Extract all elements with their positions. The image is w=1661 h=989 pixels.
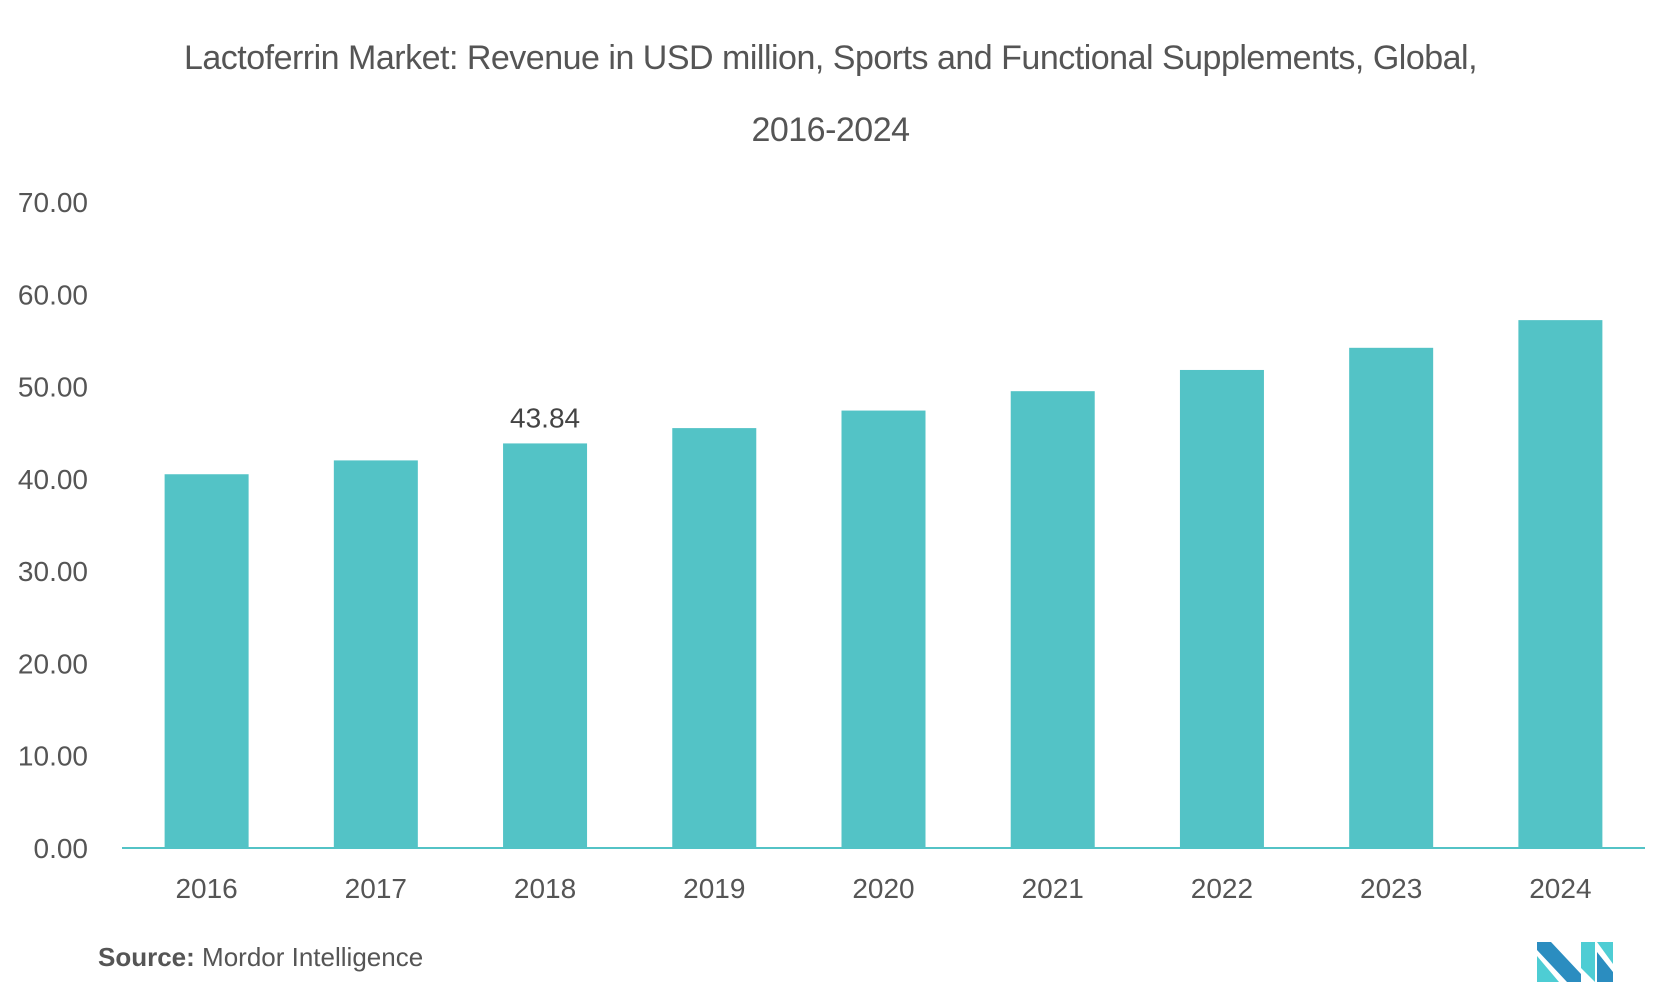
bar-2016 (164, 474, 249, 848)
source-text: Mordor Intelligence (202, 942, 424, 972)
y-tick-label: 10.00 (18, 741, 88, 772)
bar-2017 (333, 460, 418, 848)
y-tick-label: 70.00 (18, 187, 88, 218)
bar-2024 (1518, 320, 1603, 848)
bar-2018 (503, 443, 588, 848)
mordor-intelligence-logo-icon (1537, 942, 1613, 982)
source-label: Source: (98, 942, 195, 972)
x-tick-label: 2019 (683, 873, 745, 904)
x-tick-label: 2017 (345, 873, 407, 904)
chart-title-line-1: Lactoferrin Market: Revenue in USD milli… (183, 39, 1478, 77)
data-label: 43.84 (510, 402, 580, 433)
x-tick-label: 2020 (852, 873, 914, 904)
x-tick-label: 2018 (514, 873, 576, 904)
y-tick-label: 60.00 (18, 279, 88, 310)
y-tick-label: 30.00 (18, 556, 88, 587)
bar-2020 (841, 410, 926, 848)
x-tick-label: 2016 (175, 873, 237, 904)
y-tick-label: 40.00 (18, 464, 88, 495)
bar-2021 (1010, 391, 1095, 848)
bar-2022 (1179, 369, 1264, 848)
y-tick-label: 20.00 (18, 648, 88, 679)
y-tick-label: 50.00 (18, 372, 88, 403)
x-tick-label: 2021 (1022, 873, 1084, 904)
x-tick-label: 2022 (1191, 873, 1253, 904)
chart-title-line-2: 2016-2024 (751, 111, 910, 149)
bar-2023 (1349, 347, 1434, 848)
x-tick-label: 2023 (1360, 873, 1422, 904)
x-tick-label: 2024 (1529, 873, 1591, 904)
bar-2019 (672, 428, 757, 848)
source-note: Source: Mordor Intelligence (98, 942, 423, 973)
chart-title: Lactoferrin Market: Revenue in USD milli… (0, 22, 1661, 166)
y-tick-label: 0.00 (34, 833, 89, 864)
